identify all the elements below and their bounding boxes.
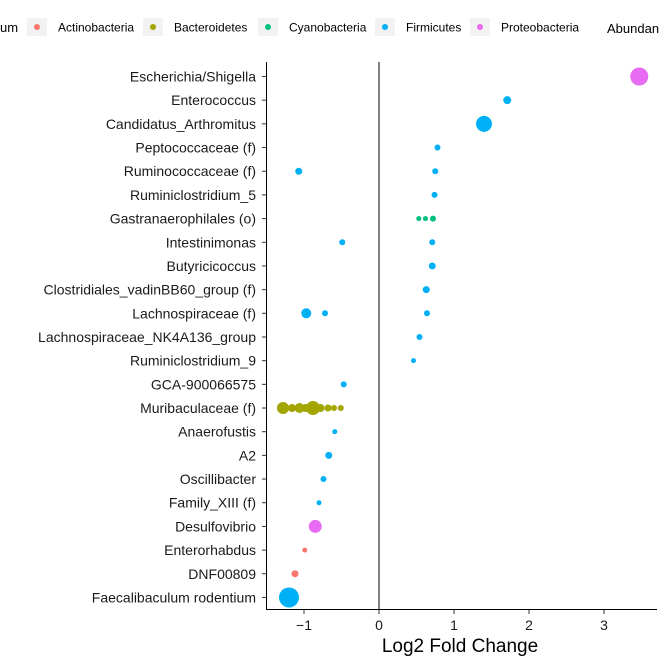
y-tick-label: Lachnospiraceae (f) xyxy=(132,305,256,321)
y-tick-label: Enterococcus xyxy=(171,92,256,108)
data-point xyxy=(316,500,322,506)
y-tick-label: Ruminiclostridium_9 xyxy=(130,353,256,369)
legend-entry: Actinobacteria xyxy=(27,18,134,36)
data-point xyxy=(325,451,333,459)
data-point xyxy=(430,215,436,222)
data-point xyxy=(422,286,430,294)
y-tick-label: Desulfovibrio xyxy=(175,518,256,534)
data-point xyxy=(332,429,338,435)
legend-key-dot xyxy=(150,24,156,30)
legend-key-dot xyxy=(477,24,483,30)
legend-entry: Firmicutes xyxy=(375,18,461,36)
y-tick-label: Lachnospiraceae_NK4A136_group xyxy=(38,329,256,345)
x-tick-label: 0 xyxy=(375,617,383,633)
data-point xyxy=(322,310,328,317)
y-tick-label: Gastranaerophilales (o) xyxy=(110,211,256,227)
legend-entry-label: Bacteroidetes xyxy=(174,21,247,35)
data-point xyxy=(316,404,325,413)
legend-key-dot xyxy=(265,24,271,30)
legend-entry: Cyanobacteria xyxy=(258,18,367,36)
data-point xyxy=(434,144,441,151)
data-point xyxy=(432,168,439,175)
y-tick-label: Family_XIII (f) xyxy=(169,495,256,511)
legend-entry: Bacteroidetes xyxy=(143,18,247,36)
data-point xyxy=(331,405,337,412)
data-point xyxy=(295,167,303,175)
data-point xyxy=(308,519,322,533)
data-point xyxy=(294,403,305,414)
data-point xyxy=(431,191,438,198)
legend-entry-label: Firmicutes xyxy=(406,21,461,35)
data-point xyxy=(306,401,320,416)
y-tick-label: Escherichia/Shigella xyxy=(130,69,256,85)
y-tick-label: Ruminococcaceae (f) xyxy=(124,163,256,179)
data-point xyxy=(279,587,299,608)
legend-title-fragment: um xyxy=(0,20,18,35)
data-point xyxy=(424,310,430,317)
y-tick-label: Anaerofustis xyxy=(178,424,256,440)
data-point xyxy=(288,404,296,413)
y-tick-label: Peptococcaceae (f) xyxy=(135,140,256,156)
x-axis-ticks: −1 0 1 2 3 xyxy=(296,610,608,633)
data-point xyxy=(630,67,649,86)
size-legend-title-fragment: Abundan xyxy=(607,21,659,36)
data-point xyxy=(416,216,422,222)
x-tick-label: 3 xyxy=(600,617,608,633)
legend-entry-label: Actinobacteria xyxy=(58,21,134,35)
data-point xyxy=(291,570,299,578)
data-point xyxy=(340,381,347,388)
data-point xyxy=(428,262,436,270)
phylum-legend: um Actinobacteria Bacteroidetes Cyanobacte… xyxy=(0,18,659,36)
data-points xyxy=(277,67,649,608)
legend-entry: Proteobacteria xyxy=(470,18,579,36)
data-point xyxy=(301,308,312,319)
data-point xyxy=(339,239,346,246)
y-tick-label: DNF00809 xyxy=(188,566,256,582)
data-point xyxy=(320,476,327,483)
x-tick-label: 2 xyxy=(525,617,533,633)
data-point xyxy=(429,239,436,246)
data-point xyxy=(503,96,512,105)
data-point xyxy=(411,358,416,364)
x-tick-label: −1 xyxy=(296,617,312,633)
y-tick-label: Candidatus_Arthromitus xyxy=(106,116,256,132)
legend-key-dot xyxy=(382,24,388,30)
y-tick-label: A2 xyxy=(239,447,256,463)
y-axis-tick-labels: Escherichia/Shigella Enterococcus Candidat… xyxy=(38,69,266,605)
x-tick-label: 1 xyxy=(450,617,458,633)
data-point xyxy=(324,404,332,412)
data-point xyxy=(277,402,289,415)
legend-entry-label: Cyanobacteria xyxy=(289,21,367,35)
y-tick-label: Ruminiclostridium_5 xyxy=(130,187,256,203)
data-point xyxy=(337,405,344,412)
x-axis-title: Log2 Fold Change xyxy=(382,636,538,657)
y-tick-label: Oscillibacter xyxy=(180,471,257,487)
data-point xyxy=(416,333,423,340)
y-tick-label: Muribaculaceae (f) xyxy=(140,400,256,416)
data-point xyxy=(423,216,428,222)
y-tick-label: Faecalibaculum rodentium xyxy=(92,589,256,605)
y-tick-label: Enterorhabdus xyxy=(164,542,256,558)
data-point xyxy=(476,115,492,132)
y-tick-label: Butyricicoccus xyxy=(167,258,256,274)
y-tick-label: GCA-900066575 xyxy=(151,376,256,392)
y-tick-label: Clostridiales_vadinBB60_group (f) xyxy=(44,282,256,298)
y-tick-label: Intestinimonas xyxy=(166,234,256,250)
data-point xyxy=(302,547,308,553)
legend-key-dot xyxy=(34,24,40,30)
legend-entry-label: Proteobacteria xyxy=(501,21,579,35)
